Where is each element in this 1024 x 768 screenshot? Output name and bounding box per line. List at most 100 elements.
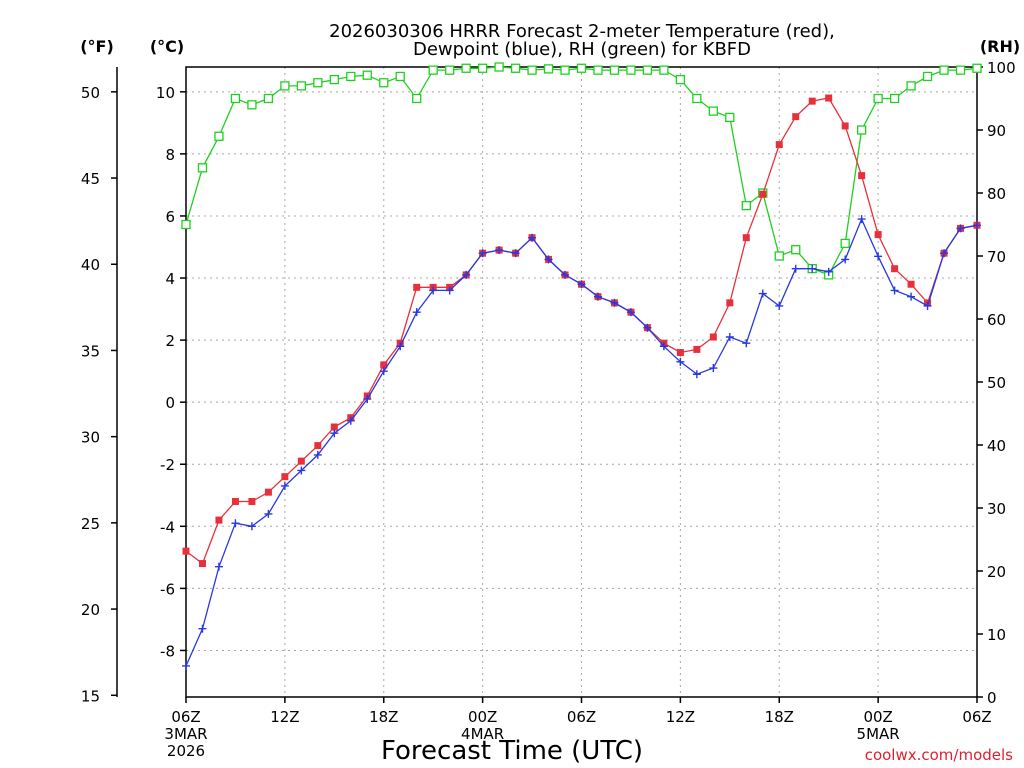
- temperature-point: [676, 349, 684, 357]
- celsius-tick-label: 10: [156, 84, 175, 102]
- celsius-tick-label: -8: [160, 642, 175, 660]
- rh-point: [791, 245, 801, 255]
- dewpoint-point: [412, 308, 421, 317]
- dewpoint-point: [857, 215, 866, 224]
- rh-point: [642, 65, 653, 75]
- dewpoint-point: [824, 267, 833, 276]
- rh-tick-label: 0: [987, 689, 997, 707]
- rh-point: [873, 93, 883, 104]
- dewpoint-point: [264, 509, 273, 518]
- rh-point: [774, 251, 784, 261]
- temperature-point: [726, 299, 734, 307]
- rh-point: [692, 93, 702, 104]
- rh-tick-label: 50: [987, 374, 1006, 392]
- time-tick-label: 06Z: [567, 708, 596, 726]
- celsius-tick-label: -6: [160, 580, 175, 598]
- time-tick-label: 12Z: [270, 708, 299, 726]
- rh-tick-label: 30: [987, 500, 1006, 518]
- dewpoint-point: [973, 221, 981, 230]
- date-label: 5MAR: [857, 725, 900, 743]
- dewpoint-point: [593, 292, 602, 301]
- dewpoint-point: [758, 289, 767, 298]
- temperature-point: [264, 488, 272, 496]
- dewpoint-point: [297, 466, 306, 475]
- rh-point: [856, 125, 867, 135]
- time-tick-label: 00Z: [468, 708, 497, 726]
- rh-point: [659, 65, 669, 75]
- rh-point: [955, 65, 966, 75]
- fahrenheit-tick-label: 25: [81, 515, 100, 533]
- temperature-point: [742, 234, 750, 242]
- dewpoint-point: [247, 522, 256, 531]
- rh-tick-label: 60: [987, 311, 1006, 329]
- rh-point: [725, 112, 735, 123]
- credit-text: coolwx.com/models: [865, 746, 1013, 764]
- dewpoint-point: [775, 301, 784, 310]
- temperature-point: [297, 457, 305, 465]
- fahrenheit-tick-label: 45: [81, 170, 100, 188]
- temperature-point: [709, 333, 717, 341]
- celsius-tick-label: -2: [160, 456, 175, 474]
- fahrenheit-unit-label: (°F): [80, 37, 114, 56]
- temperature-point: [198, 560, 206, 568]
- rh-point: [379, 78, 389, 88]
- dewpoint-point: [198, 624, 207, 633]
- rh-point: [576, 63, 587, 73]
- celsius-unit-label: (°C): [150, 37, 184, 56]
- rh-point: [741, 200, 751, 211]
- temperature-point: [825, 94, 833, 102]
- celsius-tick-label: 0: [165, 394, 175, 412]
- dewpoint-point: [791, 264, 800, 273]
- dewpoint-point: [841, 255, 850, 264]
- date-label: 4MAR: [461, 725, 504, 743]
- dewpoint-point: [676, 357, 685, 366]
- dewpoint-point: [182, 661, 190, 670]
- dewpoint-point: [363, 395, 372, 404]
- dewpoint-point: [396, 342, 405, 351]
- dewpoint-point: [742, 339, 751, 348]
- temperature-point: [182, 547, 190, 555]
- fahrenheit-tick-label: 50: [81, 84, 100, 102]
- rh-tick-label: 80: [987, 185, 1006, 203]
- dewpoint-point: [528, 233, 537, 242]
- time-tick-label: 06Z: [171, 708, 200, 726]
- celsius-tick-label: 4: [165, 270, 175, 288]
- dewpoint-point: [214, 562, 223, 571]
- time-tick-label: 06Z: [962, 708, 991, 726]
- dewpoint-point: [643, 323, 652, 332]
- fahrenheit-axis: 15 20 25 30 35 40 45 50: [81, 67, 118, 705]
- rh-point: [362, 70, 372, 80]
- fahrenheit-tick-label: 30: [81, 429, 100, 447]
- temperature-point: [693, 345, 701, 353]
- dewpoint-point: [577, 280, 586, 289]
- dewpoint-point: [808, 264, 817, 273]
- rh-point: [675, 74, 686, 85]
- series-layer: [181, 62, 982, 670]
- rh-point: [708, 106, 718, 116]
- dewpoint-point: [313, 450, 322, 459]
- dewpoint-point: [462, 270, 471, 279]
- temperature-point: [380, 361, 388, 369]
- rh-point: [280, 81, 290, 91]
- temperature-point: [874, 231, 882, 239]
- fahrenheit-tick-label: 35: [81, 342, 100, 360]
- date-label: 3MAR: [164, 725, 207, 743]
- fahrenheit-tick-label: 20: [81, 601, 100, 619]
- rh-point: [593, 65, 603, 75]
- dewpoint-point: [511, 249, 520, 258]
- dewpoint-point: [709, 364, 718, 373]
- celsius-tick-label: 2: [165, 332, 175, 350]
- dewpoint-point: [379, 367, 388, 376]
- rh-unit-label: (RH): [980, 37, 1020, 56]
- rh-axis: 0 10 20 30 40 50 60 70 80 90 100: [977, 59, 1016, 707]
- temperature-point: [281, 473, 289, 481]
- rh-tick-label: 40: [987, 437, 1006, 455]
- temperature-point: [413, 283, 421, 291]
- rh-point: [428, 65, 438, 75]
- dewpoint-point: [330, 429, 339, 438]
- celsius-axis: -8 -6 -4 -2 0 2 4 6 8 10: [156, 84, 186, 660]
- temperature-point: [248, 497, 256, 505]
- dewpoint-point: [561, 270, 570, 279]
- rh-point: [346, 71, 356, 82]
- dewpoint-point: [429, 286, 438, 295]
